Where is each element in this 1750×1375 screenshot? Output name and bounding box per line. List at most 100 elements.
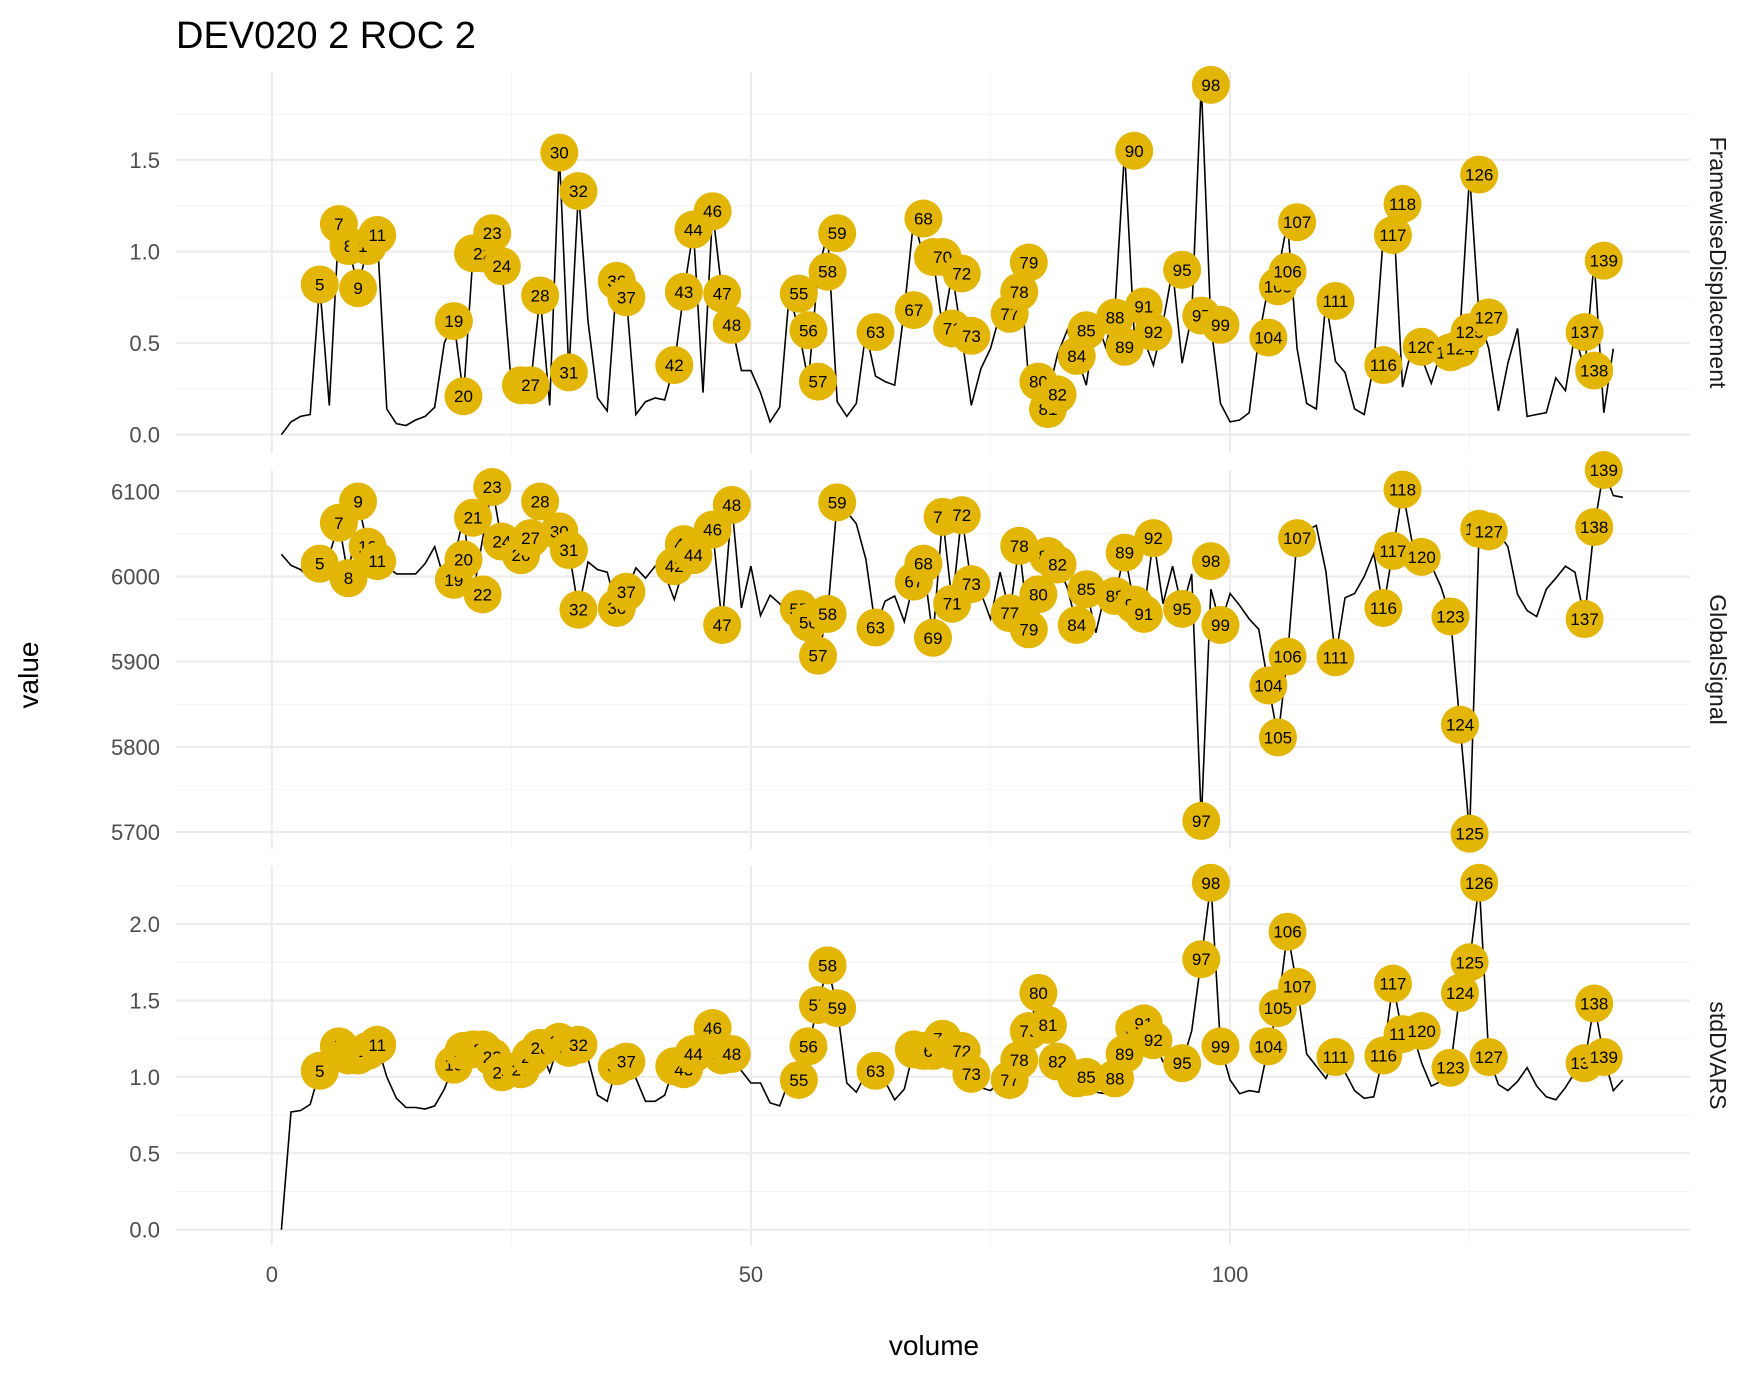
outlier-point: 37 bbox=[607, 572, 646, 611]
outlier-point: 58 bbox=[808, 252, 847, 291]
outlier-label: 32 bbox=[569, 1036, 588, 1055]
outlier-marker bbox=[655, 346, 694, 385]
outlier-point: 42 bbox=[655, 346, 694, 385]
outlier-point: 80 bbox=[1019, 973, 1058, 1012]
outlier-label: 127 bbox=[1475, 1048, 1503, 1067]
outlier-marker bbox=[664, 272, 703, 311]
outlier-point: 120 bbox=[1402, 1012, 1441, 1051]
outlier-marker bbox=[1124, 594, 1163, 633]
outlier-point: 32 bbox=[559, 590, 598, 629]
outlier-point: 80 bbox=[1019, 575, 1058, 614]
outlier-marker bbox=[511, 519, 550, 558]
outlier-label: 48 bbox=[722, 316, 741, 335]
outlier-point: 73 bbox=[952, 316, 991, 355]
outlier-marker bbox=[473, 468, 512, 507]
outlier-marker bbox=[1373, 964, 1412, 1003]
outlier-point: 19 bbox=[434, 302, 473, 341]
outlier-label: 116 bbox=[1370, 599, 1397, 618]
outlier-label: 125 bbox=[1455, 825, 1483, 844]
outlier-point: 111 bbox=[1316, 281, 1355, 320]
outlier-label: 57 bbox=[809, 373, 828, 392]
outlier-marker bbox=[894, 291, 933, 330]
outlier-marker bbox=[559, 1025, 598, 1064]
outlier-point: 5 bbox=[300, 544, 339, 583]
outlier-marker bbox=[904, 199, 943, 238]
outlier-label: 20 bbox=[454, 387, 473, 406]
outlier-label: 95 bbox=[1173, 1054, 1192, 1073]
outlier-marker bbox=[1584, 451, 1623, 489]
y-tick-label: 2.0 bbox=[129, 912, 160, 937]
outlier-marker bbox=[703, 274, 742, 313]
outlier-marker bbox=[1105, 327, 1144, 366]
outlier-marker bbox=[952, 316, 991, 355]
outlier-point: 9 bbox=[339, 269, 378, 308]
outlier-label: 68 bbox=[914, 210, 933, 229]
outlier-point: 22 bbox=[463, 575, 502, 614]
outlier-point: 46 bbox=[693, 192, 732, 231]
outlier-marker bbox=[1364, 588, 1403, 627]
outlier-point: 79 bbox=[1009, 610, 1048, 649]
outlier-point: 118 bbox=[1383, 470, 1422, 509]
outlier-point: 44 bbox=[674, 1034, 713, 1073]
outlier-label: 104 bbox=[1254, 329, 1282, 348]
outlier-marker bbox=[856, 608, 895, 647]
outlier-point: 48 bbox=[712, 305, 751, 344]
outlier-label: 99 bbox=[1211, 316, 1230, 335]
outlier-label: 68 bbox=[914, 555, 933, 574]
outlier-point: 137 bbox=[1565, 600, 1604, 639]
outlier-marker bbox=[1402, 1012, 1441, 1051]
outlier-marker bbox=[358, 1025, 397, 1064]
outlier-label: 117 bbox=[1379, 226, 1406, 245]
outlier-label: 139 bbox=[1590, 461, 1618, 480]
outlier-label: 32 bbox=[569, 601, 588, 620]
outlier-point: 118 bbox=[1383, 184, 1422, 223]
outlier-label: 31 bbox=[559, 541, 578, 560]
outlier-point: 28 bbox=[521, 276, 560, 315]
outlier-label: 73 bbox=[962, 575, 981, 594]
outlier-marker bbox=[1584, 1038, 1623, 1077]
outlier-label: 5 bbox=[315, 555, 324, 574]
outlier-point: 31 bbox=[549, 353, 588, 392]
outlier-label: 20 bbox=[454, 550, 473, 569]
outlier-label: 23 bbox=[483, 224, 502, 243]
outlier-marker bbox=[1364, 346, 1403, 385]
outlier-marker bbox=[473, 214, 512, 253]
outlier-label: 127 bbox=[1475, 308, 1503, 327]
outlier-label: 88 bbox=[1106, 1069, 1125, 1088]
outlier-marker bbox=[1182, 940, 1221, 979]
outlier-label: 120 bbox=[1408, 338, 1436, 357]
outlier-point: 104 bbox=[1249, 318, 1288, 357]
outlier-point: 117 bbox=[1373, 964, 1412, 1003]
outlier-point: 85 bbox=[1067, 311, 1106, 350]
outlier-point: 95 bbox=[1163, 250, 1202, 289]
outlier-label: 73 bbox=[962, 327, 981, 346]
outlier-marker bbox=[1000, 272, 1039, 311]
outlier-label: 126 bbox=[1465, 874, 1493, 893]
outlier-label: 43 bbox=[674, 283, 693, 302]
outlier-point: 43 bbox=[664, 272, 703, 311]
outlier-point: 5 bbox=[300, 265, 339, 304]
outlier-label: 63 bbox=[866, 1062, 885, 1081]
chart-title: DEV020 2 ROC 2 bbox=[176, 15, 476, 57]
outlier-marker bbox=[1163, 250, 1202, 289]
outlier-point: 8 bbox=[329, 559, 368, 598]
outlier-label: 118 bbox=[1389, 195, 1416, 214]
facet-strip-label: stdDVARS bbox=[1705, 1001, 1731, 1109]
outlier-marker bbox=[1163, 589, 1202, 628]
outlier-point: 107 bbox=[1278, 519, 1317, 558]
outlier-label: 106 bbox=[1273, 263, 1301, 282]
outlier-point: 11 bbox=[358, 1025, 397, 1064]
y-tick-label: 1.0 bbox=[129, 240, 160, 265]
outlier-point: 125 bbox=[1450, 814, 1489, 853]
outlier-point: 69 bbox=[914, 618, 952, 657]
outlier-marker bbox=[1402, 327, 1441, 366]
outlier-label: 21 bbox=[464, 509, 483, 528]
outlier-point: 30 bbox=[540, 133, 579, 172]
outlier-label: 42 bbox=[665, 356, 684, 375]
outlier-marker bbox=[1575, 351, 1614, 390]
outlier-label: 73 bbox=[962, 1065, 981, 1084]
outlier-point: 59 bbox=[818, 214, 857, 253]
outlier-point: 138 bbox=[1575, 984, 1614, 1023]
outlier-point: 139 bbox=[1584, 1038, 1623, 1077]
outlier-marker bbox=[1115, 131, 1154, 170]
